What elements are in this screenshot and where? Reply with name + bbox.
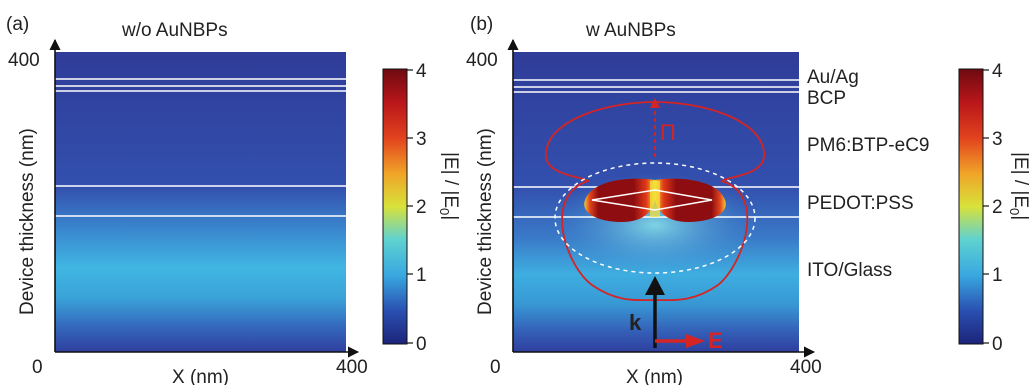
panel-b-dashed-boundary	[554, 162, 756, 274]
colorbar-a-tick-2: 2	[416, 197, 427, 218]
colorbar-a-tick-1: 1	[416, 265, 427, 286]
colorbar-b-tick-4: 4	[992, 61, 1003, 82]
k-label: k	[629, 310, 642, 335]
panel-b: (b) w AuNBPs Π	[466, 14, 929, 385]
panel-b-title: w AuNBPs	[585, 20, 676, 41]
colorbar-b: 4 3 2 1 0 |E| / |E0|	[958, 61, 1031, 355]
colorbar-b-tick-0: 0	[992, 334, 1003, 355]
poynting-vector: Π	[650, 98, 676, 157]
colorbar-b-tick-2: 2	[992, 197, 1003, 218]
panel-a-title: w/o AuNBPs	[121, 20, 228, 41]
panel-a-y-tick-400: 400	[8, 50, 40, 71]
panel-a-y-axis-label: Device thickness (nm)	[17, 128, 38, 315]
colorbar-b-tick-3: 3	[992, 129, 1003, 150]
field-vector-e: E	[655, 328, 723, 353]
panel-a: (a) w/o AuNBPs 400 0 400 X (nm) Device t…	[6, 14, 368, 385]
panel-a-layer-lines	[55, 78, 346, 217]
e-label: E	[708, 328, 723, 353]
panel-a-field-map	[55, 52, 346, 352]
panel-b-y-tick-400: 400	[466, 50, 498, 71]
panel-a-y-tick-0: 0	[32, 357, 43, 378]
colorbar-a-label: |E| / |E0|	[437, 152, 461, 220]
panel-a-x-tick-400: 400	[336, 357, 368, 378]
panel-b-label: (b)	[470, 14, 493, 35]
layer-label-bcp: BCP	[807, 88, 846, 109]
layer-label-active: PM6:BTP-eC9	[807, 135, 929, 156]
layer-label-ito: ITO/Glass	[807, 260, 892, 281]
colorbar-a: 4 3 2 1 0 |E| / |E0|	[382, 61, 461, 355]
colorbar-a-tick-3: 3	[416, 129, 427, 150]
colorbar-b-label: |E| / |E0|	[1007, 152, 1031, 220]
panel-a-x-axis-label: X (nm)	[172, 367, 229, 385]
panel-b-y-tick-0: 0	[490, 357, 501, 378]
wave-vector-k: k	[629, 276, 665, 348]
panel-a-label: (a)	[6, 14, 29, 35]
colorbar-b-gradient	[958, 68, 984, 345]
colorbar-a-tick-0: 0	[416, 334, 427, 355]
panel-b-nanoparticle-hotspot	[584, 178, 726, 222]
colorbar-b-tick-1: 1	[992, 265, 1003, 286]
panel-b-y-axis-label: Device thickness (nm)	[475, 128, 496, 315]
panel-b-x-tick-400: 400	[790, 357, 822, 378]
colorbar-a-tick-4: 4	[416, 61, 427, 82]
colorbar-a-gradient	[382, 68, 408, 345]
layer-label-au-ag: Au/Ag	[807, 67, 859, 88]
poynting-label: Π	[660, 120, 676, 145]
nanobipyramid-outline	[591, 189, 713, 211]
layer-label-pedot: PEDOT:PSS	[807, 193, 914, 214]
panel-b-x-axis-label: X (nm)	[626, 367, 683, 385]
